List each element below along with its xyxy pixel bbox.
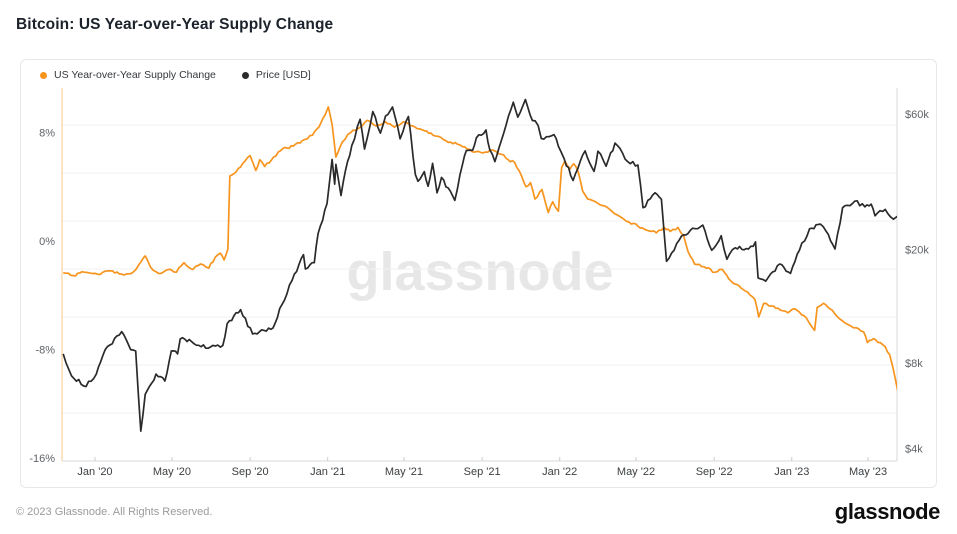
glassnode-logo: glassnode (834, 499, 941, 524)
x-axis-label: Jan '21 (310, 466, 345, 478)
x-axis-label: Jan '23 (774, 466, 809, 478)
page-title: Bitcoin: US Year-over-Year Supply Change (16, 16, 334, 33)
x-axis-label: May '23 (849, 466, 887, 478)
legend-label: US Year-over-Year Supply Change (54, 69, 216, 81)
x-axis-label: Sep '22 (696, 466, 733, 478)
price-line[interactable] (62, 98, 900, 432)
x-axis-label: Sep '20 (232, 466, 269, 478)
y-right-axis-label: $20k (905, 245, 929, 257)
x-axis-label: Sep '21 (464, 466, 501, 478)
x-axis-label: May '20 (153, 466, 191, 478)
x-axis-label: Jan '20 (77, 466, 112, 478)
x-axis-label: May '21 (385, 466, 423, 478)
legend: US Year-over-Year Supply Change Price [U… (40, 69, 311, 81)
legend-label: Price [USD] (255, 69, 311, 81)
legend-item-supply-change[interactable]: US Year-over-Year Supply Change (40, 69, 216, 81)
supply-change-line[interactable] (63, 106, 898, 396)
y-left-axis-label: -8% (35, 344, 55, 356)
x-axis-label: Jan '22 (542, 466, 577, 478)
plot-area[interactable] (62, 84, 897, 461)
copyright-text: © 2023 Glassnode. All Rights Reserved. (16, 506, 213, 518)
y-left-axis-label: 8% (39, 128, 55, 140)
x-axis-label: May '22 (617, 466, 655, 478)
legend-item-price[interactable]: Price [USD] (241, 69, 311, 81)
y-right-axis-label: $4k (905, 443, 923, 455)
y-right-axis-label: $60k (905, 109, 929, 121)
y-left-axis-label: 0% (39, 236, 55, 248)
supply-series-dot-icon (40, 71, 47, 79)
chart-card (20, 59, 937, 488)
price-series-dot-icon (241, 71, 249, 79)
y-left-axis-label: -16% (29, 453, 55, 465)
y-right-axis-label: $8k (905, 358, 923, 370)
